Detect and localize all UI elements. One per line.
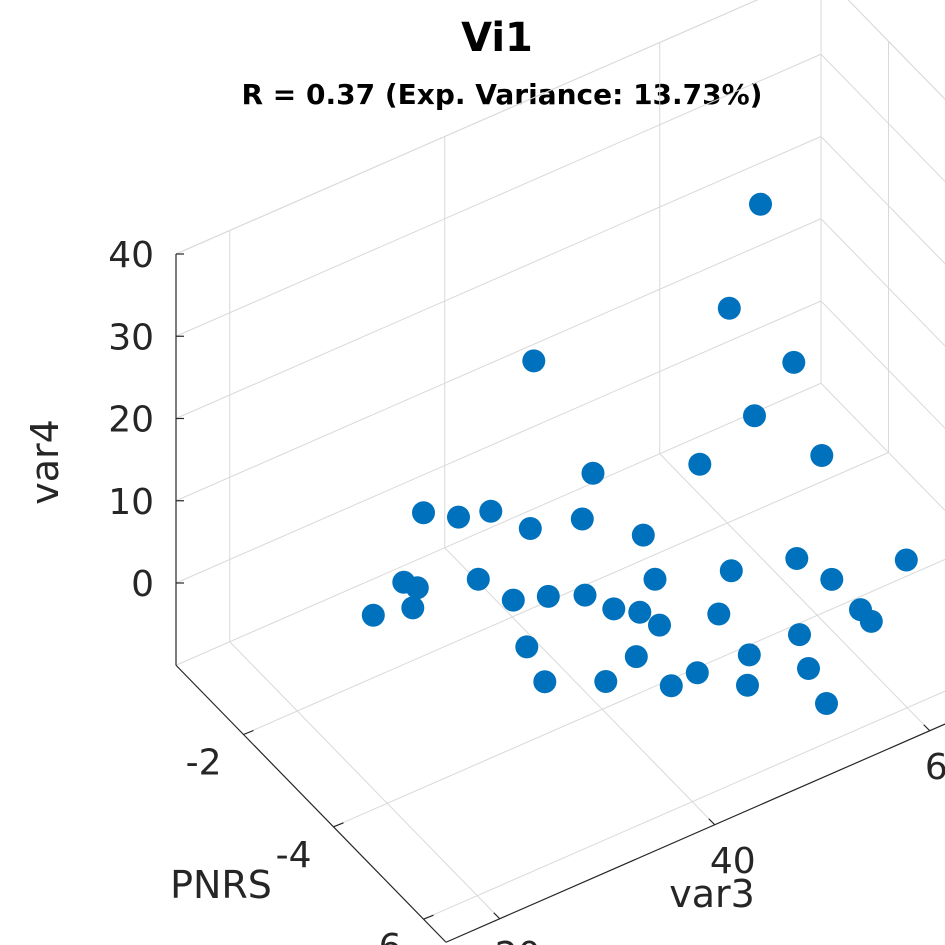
- gridline: [175, 53, 822, 337]
- y-tick-label: 20: [495, 935, 541, 945]
- scatter-point: [815, 692, 838, 715]
- scatter-point: [412, 501, 435, 525]
- scatter-point: [624, 645, 648, 669]
- y-axis-label: var3: [669, 872, 755, 916]
- x-tick: [423, 914, 434, 920]
- y-tick-label: 60: [925, 747, 945, 788]
- tick-layer: 40 30 20 10 0 -2 -4 -6 20 40 60: [108, 235, 945, 945]
- gridline: [820, 53, 945, 183]
- gridline: [444, 547, 716, 826]
- scatter-point: [401, 596, 425, 620]
- scatter-point: [628, 600, 652, 624]
- box-edge: [847, 0, 945, 100]
- y-tick: [708, 818, 716, 826]
- box-edge: [175, 0, 759, 255]
- x-axis-label: PNRS: [170, 863, 272, 907]
- x-tick-label: -2: [186, 743, 222, 784]
- scatter-point: [820, 567, 844, 591]
- scatter-point: [515, 635, 539, 659]
- scatter-point: [782, 350, 806, 374]
- scatter-point: [737, 643, 761, 667]
- scatter-point: [631, 523, 655, 547]
- x-tick-label: -6: [366, 927, 402, 945]
- gridline: [423, 690, 945, 920]
- scatter-point: [797, 657, 820, 680]
- scatter-point: [719, 559, 743, 583]
- scatter-point: [447, 505, 470, 529]
- scatter-point: [707, 602, 731, 626]
- x-axis-line: [175, 664, 447, 943]
- scatter-point: [392, 570, 416, 594]
- grid-layer: [175, 0, 945, 920]
- scatter-point: [518, 517, 542, 540]
- scatter-point: [570, 507, 594, 531]
- gridline: [820, 136, 945, 265]
- y-axis-line: [445, 723, 945, 943]
- scatter-point: [643, 567, 667, 591]
- x-tick-label: -4: [276, 835, 312, 876]
- z-axis-label: var4: [23, 419, 67, 505]
- box-edge: [175, 382, 822, 666]
- scatter-point: [749, 192, 772, 216]
- scatter-point: [522, 349, 546, 373]
- y-tick: [493, 912, 501, 920]
- scatter-point: [594, 670, 618, 693]
- scatter-point: [466, 567, 490, 591]
- scatter-point: [688, 452, 712, 476]
- scatter-point: [785, 547, 809, 570]
- z-tick-label: 10: [108, 482, 154, 523]
- scatter-point: [894, 548, 918, 572]
- scatter-point: [788, 623, 811, 647]
- chart-subtitle: R = 0.37 (Exp. Variance: 13.73%): [242, 78, 763, 111]
- gridline: [820, 218, 945, 347]
- x-tick: [243, 729, 254, 736]
- y-tick: [923, 724, 931, 732]
- z-tick-label: 40: [108, 235, 154, 276]
- x-tick: [333, 822, 344, 828]
- gridline: [229, 641, 501, 920]
- scatter-point: [581, 461, 605, 485]
- scatter-point: [743, 404, 766, 428]
- z-tick-label: 20: [108, 400, 154, 441]
- z-tick-label: 0: [131, 564, 154, 605]
- scatter-point: [533, 670, 557, 694]
- box-edge: [820, 382, 945, 512]
- scatter-point: [361, 603, 385, 627]
- scatter-point: [736, 673, 759, 697]
- gridline: [333, 558, 945, 828]
- gridline: [175, 136, 822, 419]
- gridline: [847, 0, 945, 100]
- scatter-point: [849, 598, 872, 622]
- scatter-point: [536, 584, 560, 608]
- y-tick-label: 40: [710, 841, 756, 882]
- scatter-point: [648, 613, 671, 637]
- scatter-point: [573, 583, 597, 607]
- scatter-point: [810, 444, 834, 467]
- scatter-point: [602, 597, 626, 621]
- scatter-point: [659, 674, 683, 698]
- scatter-point: [501, 588, 525, 612]
- axis-layer: [175, 253, 945, 943]
- gridline: [659, 453, 931, 732]
- gridline: [243, 452, 889, 735]
- scatter-point: [685, 661, 709, 685]
- z-tick-label: 30: [108, 317, 154, 358]
- scatter-point: [717, 296, 741, 320]
- gridline: [175, 218, 822, 502]
- point-layer: [361, 192, 918, 715]
- gridline: [175, 300, 822, 584]
- scatter-point: [479, 499, 503, 523]
- chart-title: Vi1: [461, 15, 533, 61]
- gridline: [820, 300, 945, 429]
